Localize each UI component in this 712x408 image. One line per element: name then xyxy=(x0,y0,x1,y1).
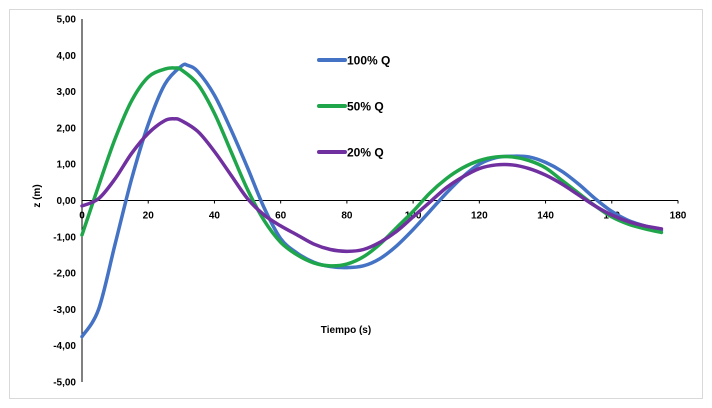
y-tick-label: -1,00 xyxy=(53,232,76,243)
y-tick-label: 5,00 xyxy=(57,15,77,26)
y-tick-label: -3,00 xyxy=(53,305,76,316)
legend-label: 20% Q xyxy=(347,146,384,160)
x-tick-label: 80 xyxy=(341,211,353,222)
y-tick-label: 1,00 xyxy=(57,160,77,171)
y-tick-label: 4,00 xyxy=(57,51,77,62)
x-axis-title: Tiempo (s) xyxy=(321,325,371,336)
chart-border xyxy=(9,9,703,399)
y-tick-label: 3,00 xyxy=(57,87,77,98)
series-line-1 xyxy=(80,62,664,339)
series-line-2 xyxy=(80,66,664,268)
series-line-3 xyxy=(80,117,664,254)
legend-label: 50% Q xyxy=(347,100,384,114)
x-tick-label: 40 xyxy=(209,211,221,222)
y-axis-title: z (m) xyxy=(32,184,43,207)
x-tick-label: 180 xyxy=(670,211,687,222)
x-tick-label: 60 xyxy=(275,211,287,222)
y-tick-label: 0,00 xyxy=(57,196,77,207)
y-tick-label: -4,00 xyxy=(53,341,76,352)
x-tick-label: 120 xyxy=(471,211,488,222)
x-tick-label: 140 xyxy=(537,211,554,222)
x-tick-label: 0 xyxy=(79,211,85,222)
x-tick-label: 20 xyxy=(143,211,155,222)
legend-label: 100% Q xyxy=(347,54,390,68)
y-tick-label: 2,00 xyxy=(57,123,77,134)
y-tick-label: -5,00 xyxy=(53,378,76,389)
y-tick-label: -2,00 xyxy=(53,269,76,280)
